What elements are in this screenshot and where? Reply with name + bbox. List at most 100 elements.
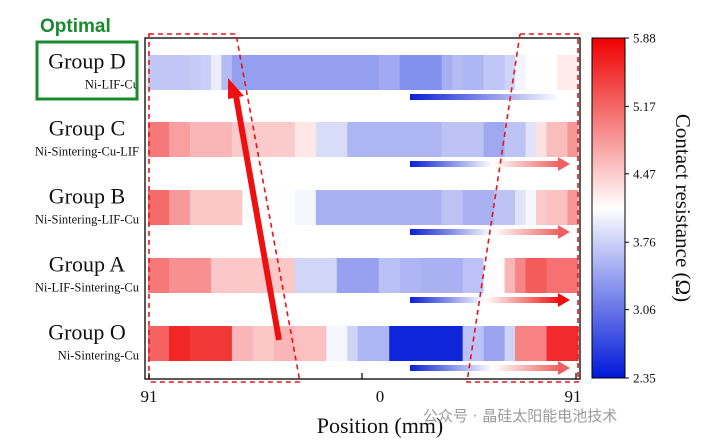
heatmap-cell — [525, 326, 537, 361]
heatmap-cell — [483, 190, 495, 225]
heatmap-cell — [567, 258, 579, 293]
heatmap-cell — [242, 55, 254, 90]
heatmap-cell — [546, 122, 558, 157]
heatmap-cell — [326, 122, 338, 157]
heatmap-cell — [389, 258, 401, 293]
heatmap-cell — [273, 326, 285, 361]
heatmap-cell — [294, 55, 306, 90]
heatmap-cell — [399, 326, 411, 361]
heatmap-cell — [567, 122, 579, 157]
heatmap-cell — [357, 55, 369, 90]
row-arrow-shaft — [410, 229, 560, 235]
heatmap-cell — [473, 190, 485, 225]
heatmap-cell — [148, 326, 160, 361]
colorbar-tick-label: 5.17 — [633, 99, 656, 114]
heatmap-cell — [431, 122, 443, 157]
row-arrow-head — [558, 90, 570, 104]
heatmap-cell — [452, 258, 464, 293]
heatmap-cell — [305, 55, 317, 90]
heatmap-cell — [210, 122, 223, 157]
heatmap-cell — [315, 326, 327, 361]
heatmap-cell — [336, 326, 348, 361]
colorbar-title: Contact resistance (Ω) — [671, 114, 695, 302]
heatmap-cell — [431, 55, 443, 90]
heatmap-cell — [336, 190, 348, 225]
heatmap-cell — [189, 258, 202, 293]
heatmap-cell — [200, 326, 212, 361]
heatmap-cell — [263, 55, 275, 90]
heatmap-cell — [504, 55, 516, 90]
heatmap-cell — [168, 258, 181, 293]
heatmap-cell — [452, 326, 464, 361]
heatmap-cell — [284, 122, 296, 157]
heatmap-cell — [389, 190, 401, 225]
heatmap-cell — [148, 122, 160, 157]
x-tick-label-right: 91 — [565, 387, 582, 406]
heatmap-cell — [420, 326, 432, 361]
heatmap-cell — [347, 258, 359, 293]
heatmap-cell — [158, 190, 170, 225]
heatmap-cell — [326, 55, 338, 90]
group-name: Group B — [49, 184, 125, 209]
heatmap-cell — [315, 122, 327, 157]
heatmap-cell — [210, 190, 223, 225]
heatmap-cell — [494, 55, 506, 90]
heatmap-cell — [305, 190, 317, 225]
heatmap-cell — [273, 122, 285, 157]
colorbar-tick-label: 3.06 — [633, 302, 656, 317]
heatmap-cell — [200, 258, 212, 293]
heatmap-cell — [494, 122, 506, 157]
heatmap-cell — [536, 326, 548, 361]
heatmap-cell — [483, 55, 495, 90]
heatmap-cell — [189, 122, 202, 157]
heatmap-cell — [357, 122, 369, 157]
heatmap-cell — [347, 190, 359, 225]
colorbar-tick-label: 4.47 — [633, 166, 656, 181]
left-dashed-region — [148, 33, 301, 383]
heatmap-cell — [452, 190, 464, 225]
heatmap-cell — [504, 258, 516, 293]
heatmap-cell — [336, 258, 348, 293]
heatmap-cell — [148, 190, 160, 225]
row-arrow-head — [558, 293, 570, 307]
heatmap-cell — [357, 258, 369, 293]
heatmap-cell — [189, 326, 202, 361]
heatmap-cell — [252, 258, 264, 293]
heatmap-cell — [536, 55, 548, 90]
heatmap-cell — [315, 190, 327, 225]
heatmap-cell — [189, 55, 202, 90]
heatmap-cell — [399, 55, 411, 90]
row-arrow-shaft — [410, 94, 560, 100]
heatmap-cell — [525, 258, 537, 293]
heatmap-cell — [494, 258, 506, 293]
heatmap-cell — [546, 55, 558, 90]
heatmap-cell — [273, 190, 285, 225]
heatmap-cell — [431, 326, 443, 361]
heatmap-cell — [389, 122, 401, 157]
heatmap-cell — [326, 326, 338, 361]
heatmap-cell — [389, 326, 401, 361]
heatmap-cell — [441, 55, 453, 90]
heatmap-cell — [378, 190, 390, 225]
heatmap-cell — [315, 258, 327, 293]
row-arrows — [410, 90, 570, 375]
heatmap-cell — [210, 326, 223, 361]
heatmap-cell — [557, 258, 569, 293]
heatmap-cell — [504, 326, 516, 361]
heatmap-cell — [462, 55, 474, 90]
heatmap-cell — [148, 258, 160, 293]
heatmap-cell — [179, 190, 191, 225]
heatmap-cell — [410, 122, 422, 157]
heatmap-cell — [221, 55, 233, 90]
heatmap-cell — [200, 122, 212, 157]
group-desc: Ni-LIF-Cu — [85, 78, 140, 92]
heatmap-cell — [515, 258, 527, 293]
heatmap-cell — [483, 122, 495, 157]
heatmap-cell — [420, 190, 432, 225]
heatmap-cell — [252, 122, 264, 157]
heatmap-cell — [210, 258, 223, 293]
row-arrow-shaft — [410, 297, 560, 303]
heatmap-cell — [515, 326, 527, 361]
heatmap-cell — [252, 55, 264, 90]
row-arrow-shaft — [410, 161, 560, 167]
